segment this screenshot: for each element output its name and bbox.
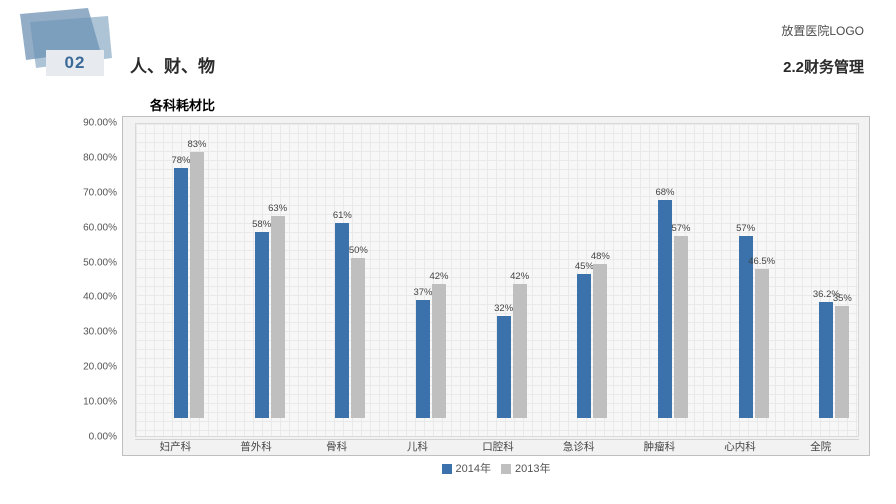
y-axis-label: 30.00% <box>83 327 117 338</box>
y-axis-label: 90.00% <box>83 118 117 129</box>
bar-value-label: 61% <box>326 210 358 221</box>
bar-value-label: 57% <box>665 223 697 234</box>
bar-value-label: 48% <box>584 251 616 262</box>
x-axis-label: 口腔科 <box>482 439 514 454</box>
section-number-badge: 02 <box>46 50 104 76</box>
chart-category: 36.2%35% <box>793 130 874 418</box>
legend-item: 2013年 <box>501 460 550 476</box>
bar-value-label: 46.5% <box>746 256 778 267</box>
y-axis-label: 0.00% <box>89 432 117 443</box>
chart-bar <box>593 264 607 418</box>
chart-category: 45%48% <box>551 130 632 418</box>
chart-bar <box>819 302 833 418</box>
x-axis-label: 肿瘤科 <box>644 439 676 454</box>
chart-category: 68% 57% <box>632 130 713 418</box>
chart-plot: 0.00%10.00%20.00%30.00%40.00%50.00%60.00… <box>122 116 870 456</box>
chart-category: 58%63% <box>229 130 310 418</box>
subsection-title: 2.2财务管理 <box>783 56 864 77</box>
chart-bar <box>190 152 204 418</box>
chart-bar <box>755 269 769 418</box>
chart-category: 37%42% <box>390 130 471 418</box>
y-axis-label: 40.00% <box>83 292 117 303</box>
chart-bar <box>432 284 446 418</box>
y-axis-label: 20.00% <box>83 362 117 373</box>
bar-value-label: 42% <box>504 271 536 282</box>
bar-value-label: 83% <box>181 139 213 150</box>
chart-bar <box>577 274 591 418</box>
chart-bar <box>835 306 849 418</box>
y-axis-label: 70.00% <box>83 187 117 198</box>
x-axis-label: 全院 <box>810 439 831 454</box>
x-axis-label: 心内科 <box>724 439 756 454</box>
legend-label: 2013年 <box>515 463 550 475</box>
y-axis-label: 10.00% <box>83 397 117 408</box>
x-axis-label: 儿科 <box>407 439 428 454</box>
section-number: 02 <box>65 53 86 73</box>
chart-bar <box>255 232 269 418</box>
chart-container: 各科耗材比 0.00%10.00%20.00%30.00%40.00%50.00… <box>122 95 870 493</box>
x-axis-label: 妇产科 <box>160 439 192 454</box>
bar-value-label: 42% <box>423 271 455 282</box>
chart-bar <box>513 284 527 418</box>
y-axis-label: 80.00% <box>83 152 117 163</box>
chart-title: 各科耗材比 <box>150 95 870 114</box>
legend-swatch <box>501 464 511 474</box>
chart-category: 61% 50% <box>309 130 390 418</box>
x-axis-label: 骨科 <box>326 439 347 454</box>
x-axis-label: 普外科 <box>240 439 272 454</box>
chart-bar <box>351 258 365 418</box>
chart-bar <box>271 216 285 418</box>
legend-label: 2014年 <box>456 463 491 475</box>
chart-category: 32%42% <box>471 130 552 418</box>
chart-bar <box>416 300 430 418</box>
chart-bar <box>174 168 188 418</box>
legend-swatch <box>442 464 452 474</box>
legend-item: 2014年 <box>442 460 491 476</box>
chart-legend: 2014年 2013年 <box>122 460 870 476</box>
page-title: 人、财、物 <box>130 52 215 77</box>
bar-value-label: 50% <box>342 245 374 256</box>
bar-value-label: 57% <box>730 223 762 234</box>
y-axis-label: 60.00% <box>83 222 117 233</box>
bar-value-label: 35% <box>826 293 858 304</box>
y-axis-label: 50.00% <box>83 257 117 268</box>
bar-value-label: 63% <box>262 203 294 214</box>
chart-bar <box>497 316 511 418</box>
x-axis-label: 急诊科 <box>563 439 595 454</box>
logo-placeholder: 放置医院LOGO <box>781 22 864 39</box>
chart-category: 57% 46.5% <box>713 130 794 418</box>
chart-plot-area: 78%83%58%63% 61% 50% 37%42%32%42%45%48% 68% 5… <box>135 123 859 437</box>
chart-category: 78%83% <box>148 130 229 418</box>
bar-value-label: 68% <box>649 187 681 198</box>
chart-bar <box>674 236 688 418</box>
